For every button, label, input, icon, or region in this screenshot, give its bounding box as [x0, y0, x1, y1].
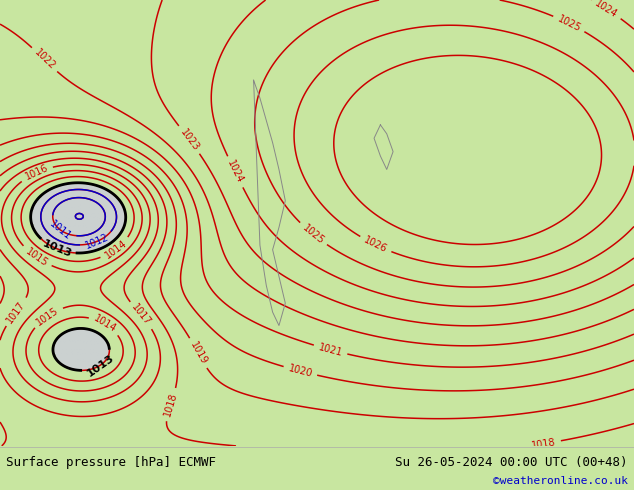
- Text: Surface pressure [hPa] ECMWF: Surface pressure [hPa] ECMWF: [6, 456, 216, 469]
- Text: 1015: 1015: [23, 246, 49, 269]
- Text: 1018: 1018: [162, 392, 179, 417]
- Text: 1024: 1024: [593, 0, 619, 20]
- Text: 1011: 1011: [48, 219, 73, 242]
- Text: 1026: 1026: [362, 235, 389, 255]
- Text: 1014: 1014: [92, 314, 118, 335]
- Text: 1021: 1021: [318, 342, 344, 358]
- Text: 1014: 1014: [103, 238, 129, 261]
- Text: 1016: 1016: [23, 163, 49, 182]
- Text: 1018: 1018: [531, 437, 557, 450]
- Text: 1017: 1017: [5, 299, 27, 325]
- Text: 1019: 1019: [188, 340, 209, 366]
- Text: 1025: 1025: [556, 14, 583, 33]
- Text: 1015: 1015: [35, 305, 61, 327]
- Text: 1017: 1017: [130, 302, 153, 328]
- Text: Su 26-05-2024 00:00 UTC (00+48): Su 26-05-2024 00:00 UTC (00+48): [395, 456, 628, 469]
- Text: 1023: 1023: [178, 127, 201, 152]
- Text: 1012: 1012: [84, 232, 110, 251]
- Text: 1013: 1013: [85, 352, 115, 378]
- Text: 1020: 1020: [287, 363, 313, 379]
- Text: 1022: 1022: [32, 48, 57, 72]
- Text: 1025: 1025: [301, 222, 326, 246]
- Text: ©weatheronline.co.uk: ©weatheronline.co.uk: [493, 476, 628, 487]
- Text: 1024: 1024: [225, 159, 245, 185]
- Text: 1013: 1013: [41, 239, 74, 259]
